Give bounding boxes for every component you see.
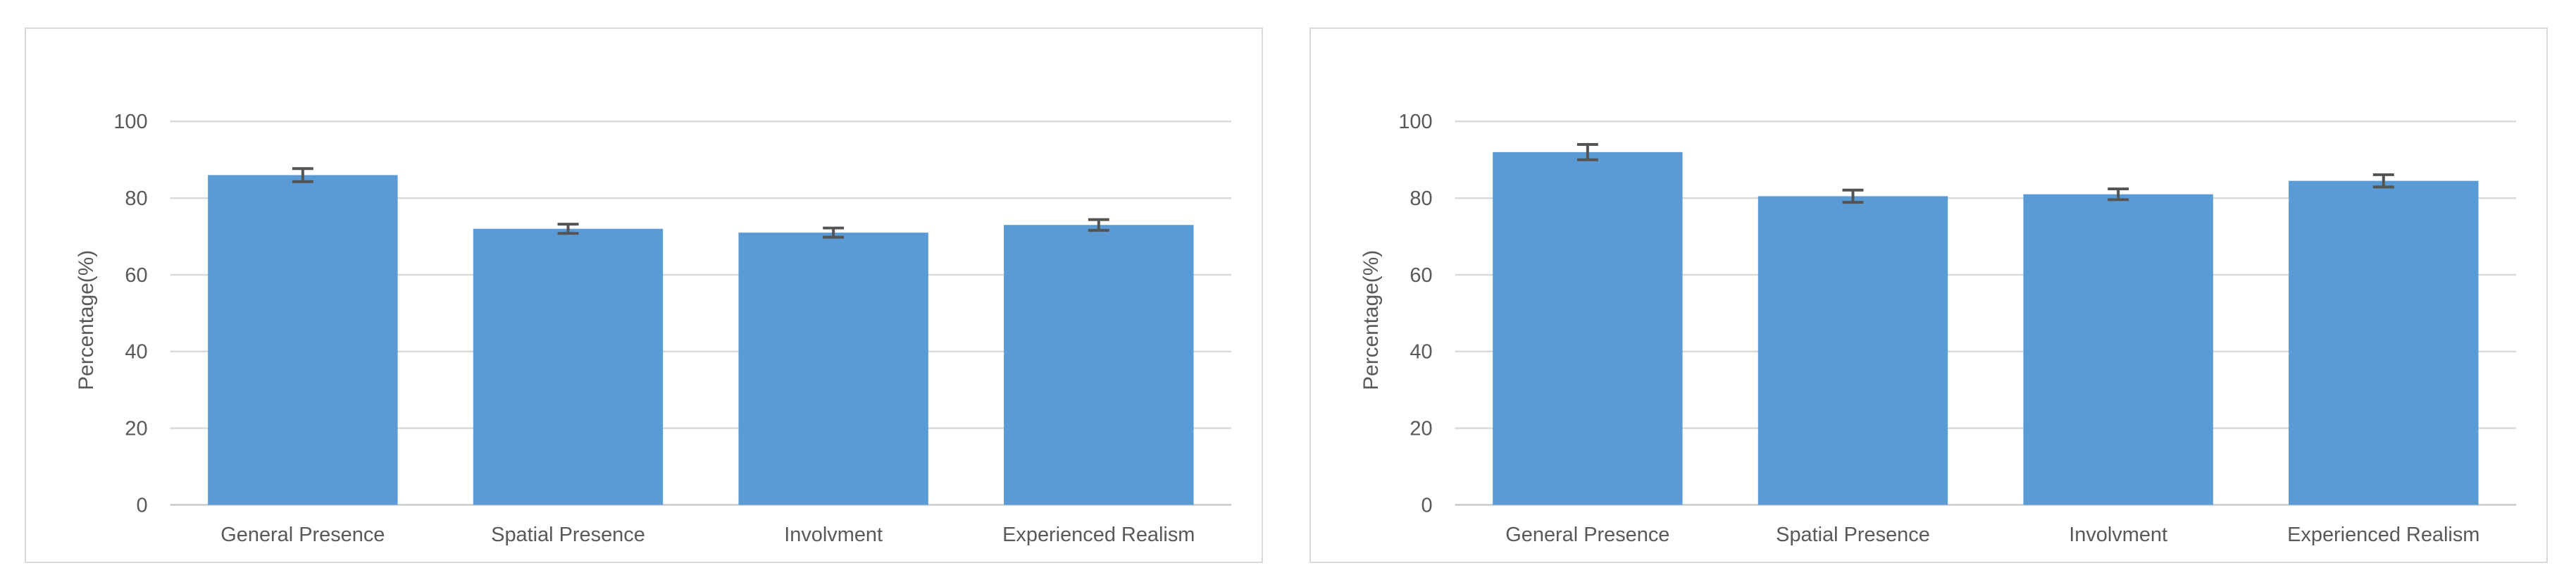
x-category-label: Experienced Realism: [1002, 524, 1195, 546]
x-category-label: Spatial Presence: [491, 524, 645, 546]
y-tick-label: 40: [1410, 341, 1432, 364]
left-bar-chart: 0 20 40 60 80 100 Percentage(%) General Presenc…: [75, 111, 1232, 546]
y-tick-label: 0: [137, 494, 148, 517]
bar: [1004, 225, 1194, 505]
bar: [473, 228, 664, 505]
y-tick-label: 0: [1421, 494, 1433, 517]
y-tick-label: 80: [125, 187, 147, 210]
y-tick-label: 20: [1410, 418, 1432, 440]
bar: [1757, 196, 1948, 505]
x-category-label: Experienced Realism: [2287, 524, 2479, 546]
x-category-label: Involvment: [2069, 524, 2167, 546]
right-bar-chart-panel: 0 20 40 60 80 100 Percentage(%) General Presenc…: [1309, 27, 2548, 563]
y-tick-label: 60: [1410, 264, 1432, 287]
x-category-label: Involvment: [784, 524, 883, 546]
y-tick-label: 100: [1398, 111, 1432, 133]
bar: [738, 233, 928, 505]
y-axis-title: Percentage(%): [75, 250, 98, 390]
left-bar-chart-panel: 0 20 40 60 80 100 Percentage(%) General Presenc…: [25, 27, 1263, 563]
y-tick-label: 20: [125, 418, 147, 440]
bar: [2289, 180, 2479, 505]
y-axis-title: Percentage(%): [1359, 250, 1383, 390]
bar: [2023, 194, 2213, 505]
x-category-label: Spatial Presence: [1776, 524, 1930, 546]
bar: [1493, 152, 1683, 505]
y-tick-label: 80: [1410, 187, 1432, 210]
x-category-label: General Presence: [220, 524, 385, 546]
x-category-label: General Presence: [1505, 524, 1669, 546]
y-tick-label: 40: [125, 341, 147, 364]
bar: [208, 175, 398, 505]
y-tick-label: 100: [113, 111, 147, 133]
right-bar-chart: 0 20 40 60 80 100 Percentage(%) General Presenc…: [1359, 111, 2517, 546]
y-tick-label: 60: [125, 264, 147, 287]
